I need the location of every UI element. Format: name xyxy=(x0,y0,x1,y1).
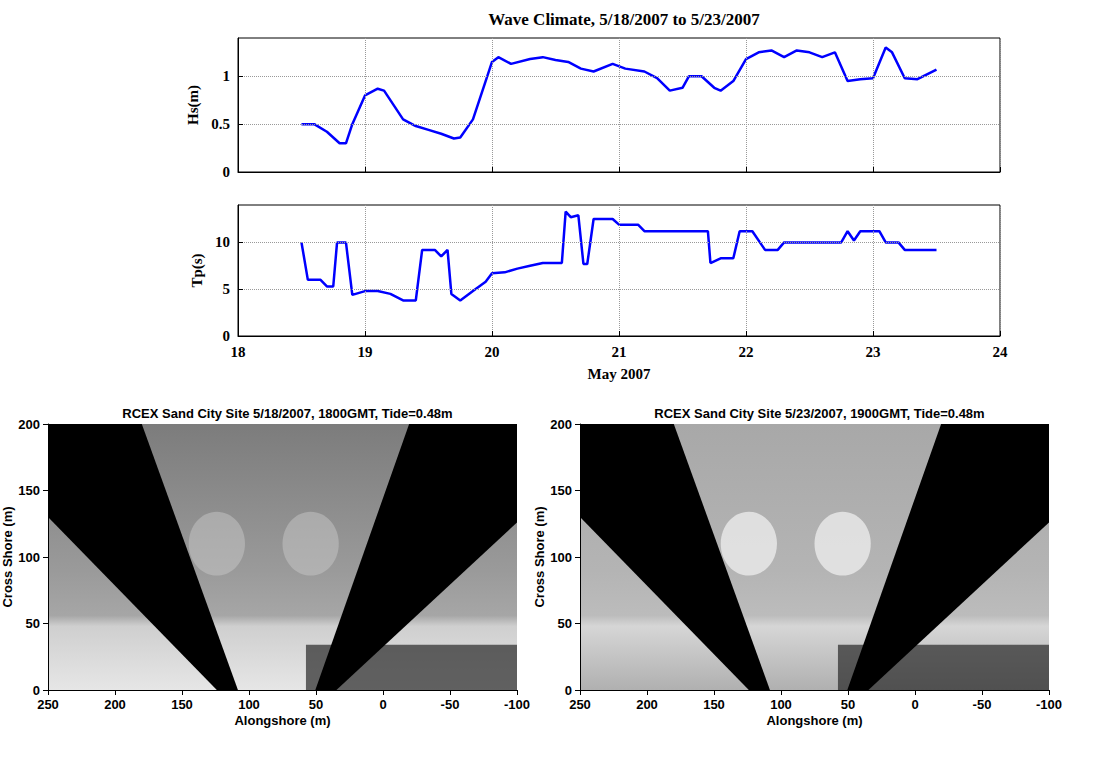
svg-text:-100: -100 xyxy=(1036,697,1062,712)
svg-text:50: 50 xyxy=(26,616,40,631)
svg-text:0: 0 xyxy=(33,683,40,698)
svg-text:18: 18 xyxy=(231,344,246,360)
svg-text:May 2007: May 2007 xyxy=(588,366,651,382)
svg-text:0: 0 xyxy=(911,697,918,712)
svg-text:0.5: 0.5 xyxy=(211,116,230,132)
svg-text:Alongshore (m): Alongshore (m) xyxy=(234,713,330,728)
svg-text:-100: -100 xyxy=(504,697,530,712)
svg-text:150: 150 xyxy=(550,483,572,498)
svg-text:200: 200 xyxy=(636,697,658,712)
svg-text:100: 100 xyxy=(238,697,260,712)
svg-text:0: 0 xyxy=(379,697,386,712)
svg-text:100: 100 xyxy=(18,550,40,565)
svg-text:100: 100 xyxy=(770,697,792,712)
svg-text:100: 100 xyxy=(550,550,572,565)
svg-text:Cross Shore (m): Cross Shore (m) xyxy=(532,506,547,607)
svg-text:50: 50 xyxy=(558,616,572,631)
svg-text:Tp(s): Tp(s) xyxy=(189,253,206,287)
svg-text:21: 21 xyxy=(612,344,627,360)
svg-text:-50: -50 xyxy=(441,697,460,712)
svg-text:22: 22 xyxy=(739,344,754,360)
svg-text:-50: -50 xyxy=(973,697,992,712)
svg-text:24: 24 xyxy=(993,344,1009,360)
svg-text:200: 200 xyxy=(104,697,126,712)
svg-text:0: 0 xyxy=(223,328,231,344)
svg-text:150: 150 xyxy=(18,483,40,498)
svg-text:Wave Climate, 5/18/2007 to 5/2: Wave Climate, 5/18/2007 to 5/23/2007 xyxy=(488,10,760,29)
svg-text:1: 1 xyxy=(223,68,231,84)
svg-text:50: 50 xyxy=(841,697,855,712)
svg-text:250: 250 xyxy=(569,697,591,712)
svg-text:200: 200 xyxy=(550,417,572,432)
svg-text:0: 0 xyxy=(565,683,572,698)
svg-text:Hs(m): Hs(m) xyxy=(185,85,202,125)
svg-text:200: 200 xyxy=(18,417,40,432)
svg-text:150: 150 xyxy=(703,697,725,712)
svg-text:Alongshore (m): Alongshore (m) xyxy=(766,713,862,728)
svg-text:150: 150 xyxy=(171,697,193,712)
svg-text:0: 0 xyxy=(223,164,231,180)
svg-text:RCEX Sand City Site 5/18/2007,: RCEX Sand City Site 5/18/2007, 1800GMT, … xyxy=(122,406,452,421)
svg-text:250: 250 xyxy=(37,697,59,712)
svg-text:10: 10 xyxy=(215,234,230,250)
svg-text:5: 5 xyxy=(223,281,231,297)
svg-text:23: 23 xyxy=(866,344,881,360)
svg-text:Cross Shore (m): Cross Shore (m) xyxy=(0,506,15,607)
svg-text:19: 19 xyxy=(358,344,373,360)
svg-text:RCEX Sand City Site 5/23/2007,: RCEX Sand City Site 5/23/2007, 1900GMT, … xyxy=(654,406,984,421)
svg-text:50: 50 xyxy=(309,697,323,712)
svg-text:20: 20 xyxy=(485,344,500,360)
